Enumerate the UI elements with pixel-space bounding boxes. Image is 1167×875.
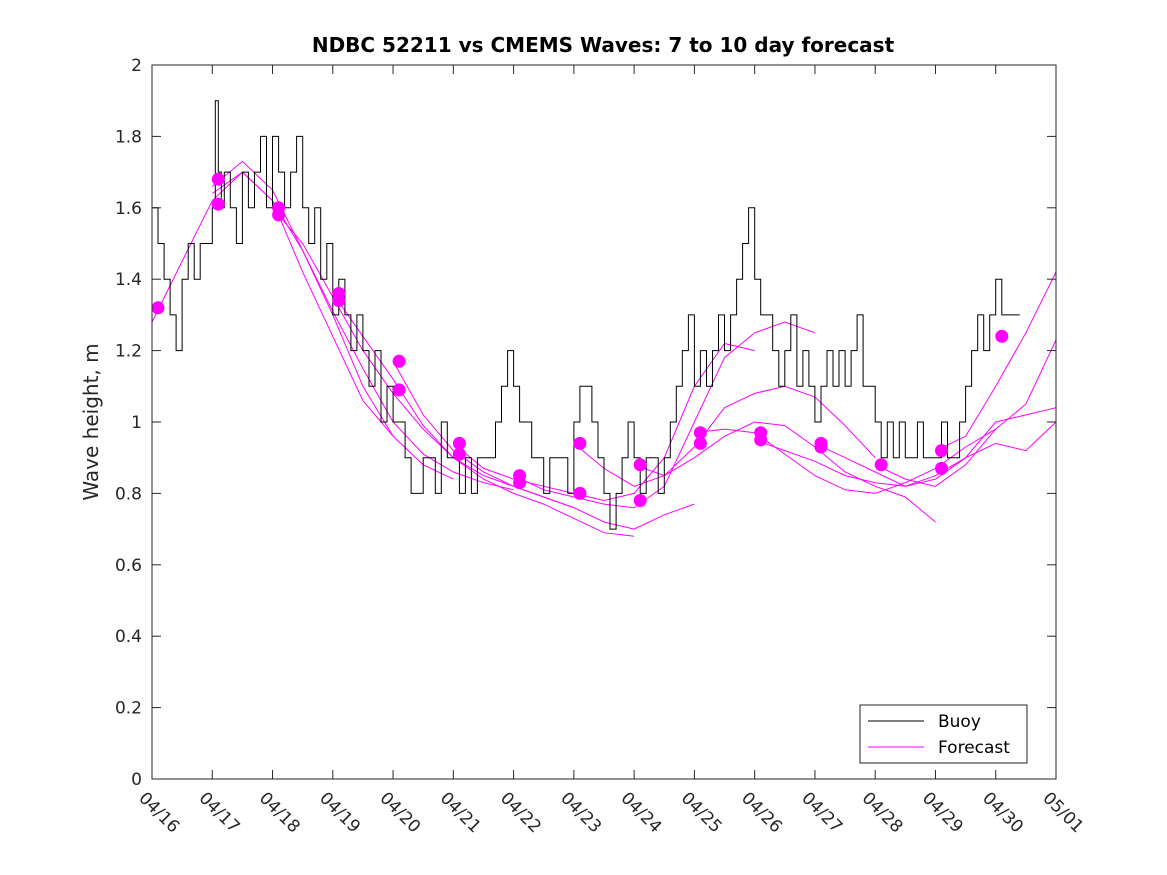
forecast-start-point (272, 208, 286, 222)
forecast-start-point (392, 354, 406, 368)
x-tick-label: 04/18 (255, 788, 304, 837)
y-tick-label: 1.2 (115, 342, 142, 362)
buoy-line (152, 100, 1020, 530)
forecast-line-12 (814, 407, 1057, 487)
forecast-start-point (754, 433, 768, 447)
y-tick-label: 0 (131, 770, 142, 790)
forecast-start-point (935, 461, 948, 475)
forecast-line-10 (694, 428, 996, 494)
forecast-start-point (452, 447, 466, 461)
x-tick-label: 04/26 (737, 788, 786, 837)
y-tick-label: 1.8 (115, 127, 142, 147)
y-tick-label: 0.2 (115, 699, 142, 719)
y-tick-label: 0.6 (115, 556, 142, 576)
legend-label-forecast: Forecast (938, 738, 1010, 758)
x-tick-label: 04/17 (195, 788, 244, 837)
y-tick-label: 1 (131, 413, 142, 433)
forecast-start-point (995, 329, 1009, 343)
forecast-start-point (633, 458, 647, 472)
forecast-line-14 (935, 271, 1057, 452)
y-tick-label: 0.4 (115, 627, 142, 647)
forecast-start-point (392, 383, 406, 397)
legend: Buoy Forecast (859, 704, 1028, 764)
forecast-start-point (573, 486, 587, 500)
x-tick-label: 04/20 (376, 788, 425, 837)
forecast-start-point (874, 458, 888, 472)
x-tick-label: 04/29 (918, 788, 967, 837)
forecast-start-point (513, 476, 527, 490)
x-tick-label: 05/01 (1038, 788, 1087, 837)
forecast-start-point (211, 197, 225, 211)
forecast-start-point (633, 494, 647, 507)
y-tick-label: 1.4 (115, 270, 142, 290)
forecast-start-point (332, 294, 346, 308)
x-tick-label: 04/16 (134, 788, 183, 837)
forecast-start-point (693, 426, 707, 440)
forecast-line-6 (452, 342, 755, 502)
x-tick-label: 04/19 (315, 788, 364, 837)
legend-box (859, 704, 1028, 764)
forecast-line-1 (212, 171, 454, 480)
forecast-start-point (211, 172, 225, 186)
x-tick-label: 04/22 (496, 788, 545, 837)
forecast-line-4 (332, 293, 635, 537)
x-tick-label: 04/24 (617, 788, 666, 837)
y-tick-label: 0.8 (115, 484, 142, 504)
y-axis-label: Wave height, m (79, 343, 103, 500)
forecast-line-5 (392, 361, 695, 530)
forecast-start-point (814, 440, 828, 454)
chart-title: NDBC 52211 vs CMEMS Waves: 7 to 10 day f… (312, 33, 895, 57)
legend-label-buoy: Buoy (938, 712, 981, 732)
x-tick-label: 04/25 (677, 788, 726, 837)
forecast-line-2 (211, 160, 514, 491)
forecast-start-point (573, 436, 587, 450)
forecast-start-point (935, 444, 948, 458)
forecast-start-point (693, 436, 707, 450)
forecast-start-point (452, 436, 466, 450)
forecast-line-8 (573, 385, 876, 487)
y-tick-label: 1.6 (115, 199, 142, 219)
forecast-line-13 (874, 339, 1057, 487)
x-tick-label: 04/27 (797, 788, 846, 837)
y-tick-label: 2 (131, 56, 142, 76)
forecast-start-point (151, 301, 165, 315)
x-tick-label: 04/21 (436, 788, 485, 837)
x-tick-label: 04/30 (978, 788, 1027, 837)
x-tick-label: 04/23 (556, 788, 605, 837)
x-tick-label: 04/28 (858, 788, 907, 837)
series-layer (151, 100, 1057, 537)
